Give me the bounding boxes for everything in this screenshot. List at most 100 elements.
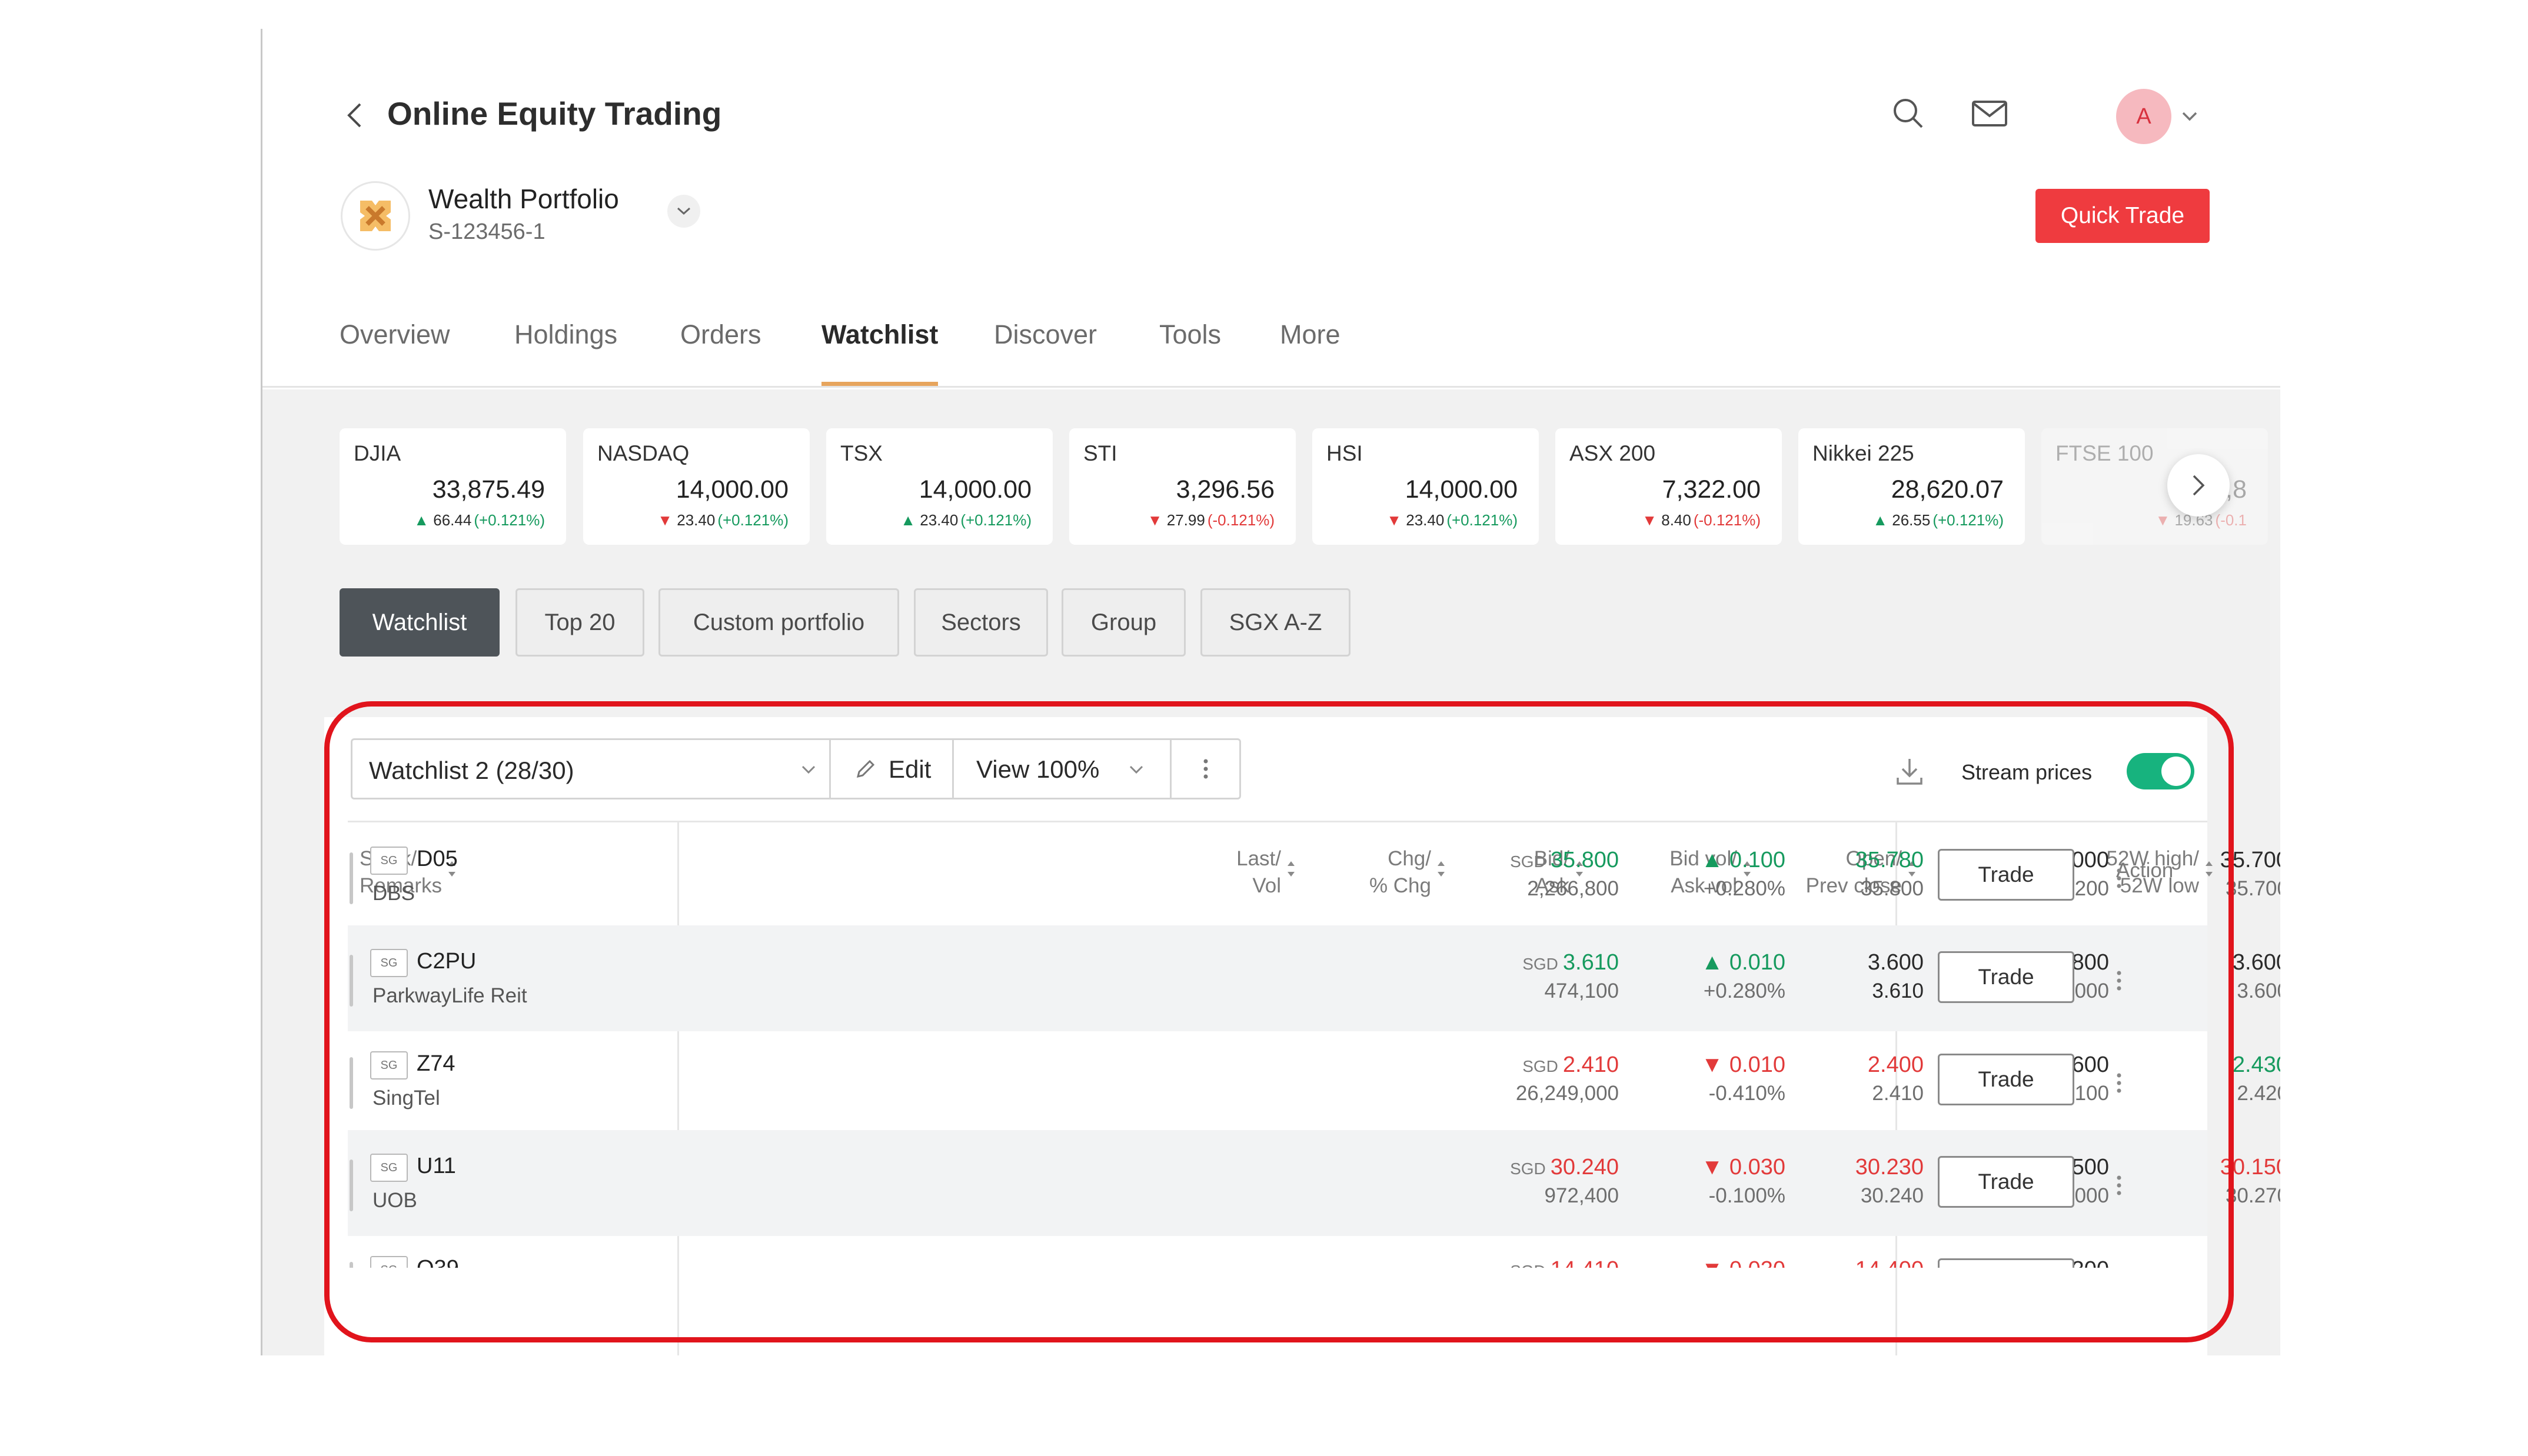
row-drag-handle[interactable] — [350, 1160, 353, 1211]
row-drag-handle[interactable] — [350, 955, 353, 1007]
ticker-next-button[interactable] — [2167, 454, 2230, 517]
row-more-button[interactable] — [2107, 1065, 2131, 1101]
column-header-last[interactable]: Last/Vol — [1236, 845, 1295, 899]
column-header-bidask[interactable]: Bid/Ask — [1534, 845, 1584, 899]
last-price: SGD 35.800 — [1510, 848, 1619, 873]
column-header-line1: Bid/ — [1534, 847, 1569, 870]
portfolio-switcher[interactable] — [667, 195, 700, 228]
stock-code[interactable]: D05 — [417, 847, 458, 871]
watchlist-panel: Watchlist 2 (28/30) Edit View 100% Strea… — [324, 717, 2280, 1355]
avatar[interactable]: A — [2116, 89, 2171, 144]
app-window: Online Equity Trading A Wealth Portfolio… — [261, 29, 2280, 1355]
index-card[interactable]: NASDAQ 14,000.00 ▼ 23.40 (+0.121%) — [583, 428, 810, 545]
index-name: DJIA — [354, 441, 401, 465]
row-more-button[interactable] — [2107, 1168, 2131, 1203]
table-row[interactable]: SGO39SGD14.410▼ 0.03014.4003,30014.38014… — [348, 1232, 2207, 1268]
triangle-down-icon: ▼ — [1701, 1155, 1724, 1180]
tab-watchlist[interactable]: Watchlist — [821, 305, 939, 386]
market-badge: SG — [370, 847, 408, 875]
sort-icon — [1437, 859, 1445, 886]
table-row[interactable]: SG Z74 SingTel SGD 2.410 26,249,000 ▼ 0.010 -0.… — [348, 1028, 2280, 1134]
column-header-chg[interactable]: Chg/ % Chg — [1369, 845, 1445, 899]
tab-overview[interactable]: Overview — [340, 319, 450, 349]
trade-button[interactable]: Trade — [1938, 1054, 2074, 1105]
table-row[interactable]: SG D05 DBS SGD 35.800 2,266,800 ▲ 0.100 +0.280%… — [348, 823, 2280, 929]
index-card[interactable]: Nikkei 225 28,620.07 ▲ 26.55 (+0.121%) — [1798, 428, 2025, 545]
tab-orders[interactable]: Orders — [680, 319, 761, 349]
table-row[interactable]: SG C2PU ParkwayLife Reit SGD 3.610 474,100 ▲ 0… — [348, 925, 2280, 1031]
filter-top-20[interactable]: Top 20 — [515, 588, 644, 657]
index-name: ASX 200 — [1569, 441, 1656, 465]
download-button[interactable] — [1891, 752, 1928, 790]
volume: 2,266,800 — [1527, 877, 1619, 900]
index-value: 33,875.49 — [432, 475, 545, 504]
market-badge: SG — [370, 1154, 408, 1182]
trade-button[interactable]: Trade — [1938, 1156, 2074, 1208]
watchlist-selected-label: Watchlist 2 (28/30) — [369, 757, 574, 784]
toggle-knob — [2161, 757, 2191, 786]
bid-price: 2.400 — [1867, 1052, 1924, 1077]
ask-price: 30.240 — [1860, 1184, 1924, 1207]
tab-holdings[interactable]: Holdings — [514, 319, 618, 349]
watchlist-more-button[interactable] — [1170, 738, 1241, 799]
column-header-line1: Bid vol/ — [1669, 847, 1737, 870]
last-price: SGD 14.410 — [1510, 1257, 1619, 1268]
search-button[interactable] — [1885, 90, 1932, 137]
column-header-w52[interactable]: 52W high/52W low — [2106, 845, 2213, 899]
stock-code[interactable]: O39 — [417, 1256, 459, 1268]
market-badge: SG — [370, 1051, 408, 1079]
table-row[interactable]: SG U11 UOB SGD 30.240 972,400 ▼ 0.030 -0.100% 30… — [348, 1130, 2280, 1236]
back-button[interactable] — [340, 92, 369, 139]
filter-custom-portfolio[interactable]: Custom portfolio — [658, 588, 899, 657]
filter-watchlist[interactable]: Watchlist — [340, 588, 500, 657]
index-card[interactable]: STI 3,296.56 ▼ 27.99 (-0.121%) — [1069, 428, 1296, 545]
trade-button[interactable]: Trade — [1938, 951, 2074, 1003]
currency-label: SGD — [1522, 955, 1558, 973]
messages-button[interactable] — [1966, 90, 2013, 137]
change-value: 0.100 — [1729, 848, 1785, 872]
row-more-button[interactable] — [2107, 963, 2131, 998]
row-more-button[interactable] — [2107, 861, 2131, 896]
index-card[interactable]: HSI 14,000.00 ▼ 23.40 (+0.121%) — [1312, 428, 1539, 545]
portfolio-name: Wealth Portfolio — [428, 184, 619, 214]
column-header-bidvol[interactable]: Bid vol/Ask vol — [1669, 845, 1751, 899]
table-header-divider — [348, 821, 2207, 822]
change-pct: +0.280% — [1703, 877, 1785, 900]
index-value: 7,322.00 — [1662, 475, 1761, 504]
index-change: ▲ 23.40 (+0.121%) — [900, 511, 1032, 529]
stock-code[interactable]: Z74 — [417, 1051, 455, 1076]
account-menu-toggle[interactable] — [2177, 100, 2203, 133]
column-header-line2: Prev close — [1805, 874, 1902, 897]
index-card[interactable]: ASX 200 7,322.00 ▼ 8.40 (-0.121%) — [1555, 428, 1782, 545]
tab-tools[interactable]: Tools — [1159, 319, 1222, 349]
filter-group[interactable]: Group — [1062, 588, 1186, 657]
index-name: FTSE 100 — [2055, 441, 2154, 465]
index-change: ▼ 8.40 (-0.121%) — [1642, 511, 1761, 529]
filter-sectors[interactable]: Sectors — [914, 588, 1048, 657]
currency-label: SGD — [1522, 1057, 1558, 1075]
index-change-pct: (+0.121%) — [717, 511, 789, 529]
edit-watchlist-button[interactable]: Edit — [829, 738, 954, 799]
trade-button[interactable]: Trade — [1938, 849, 2074, 901]
stock-code[interactable]: U11 — [417, 1154, 456, 1178]
row-drag-handle[interactable] — [350, 852, 353, 904]
stock-code[interactable]: C2PU — [417, 949, 477, 974]
row-drag-handle[interactable] — [350, 1057, 353, 1109]
stream-prices-toggle[interactable] — [2127, 753, 2194, 789]
row-drag-handle[interactable] — [350, 1262, 353, 1268]
trade-button[interactable] — [1938, 1258, 2074, 1268]
column-header-line2: Vol — [1252, 874, 1281, 897]
watchlist-selector[interactable]: Watchlist 2 (28/30) — [351, 738, 831, 799]
ask-price: 3.610 — [1872, 979, 1924, 1002]
index-card[interactable]: TSX 14,000.00 ▲ 23.40 (+0.121%) — [826, 428, 1053, 545]
index-card[interactable]: FTSE 1007,8▼ 19.63(-0.1 — [2041, 428, 2268, 545]
index-card[interactable]: DJIA 33,875.49 ▲ 66.44 (+0.121%) — [340, 428, 566, 545]
prev-close: 2.420 — [2237, 1082, 2280, 1105]
tab-more[interactable]: More — [1280, 319, 1340, 349]
quick-trade-button[interactable]: Quick Trade — [2035, 189, 2210, 243]
column-header-open[interactable]: Open/Prev close — [1806, 845, 1916, 899]
view-zoom-selector[interactable]: View 100% — [952, 738, 1172, 799]
tab-discover[interactable]: Discover — [994, 319, 1097, 349]
chevron-down-icon — [2182, 112, 2197, 121]
filter-sgx-a-z[interactable]: SGX A-Z — [1200, 588, 1351, 657]
